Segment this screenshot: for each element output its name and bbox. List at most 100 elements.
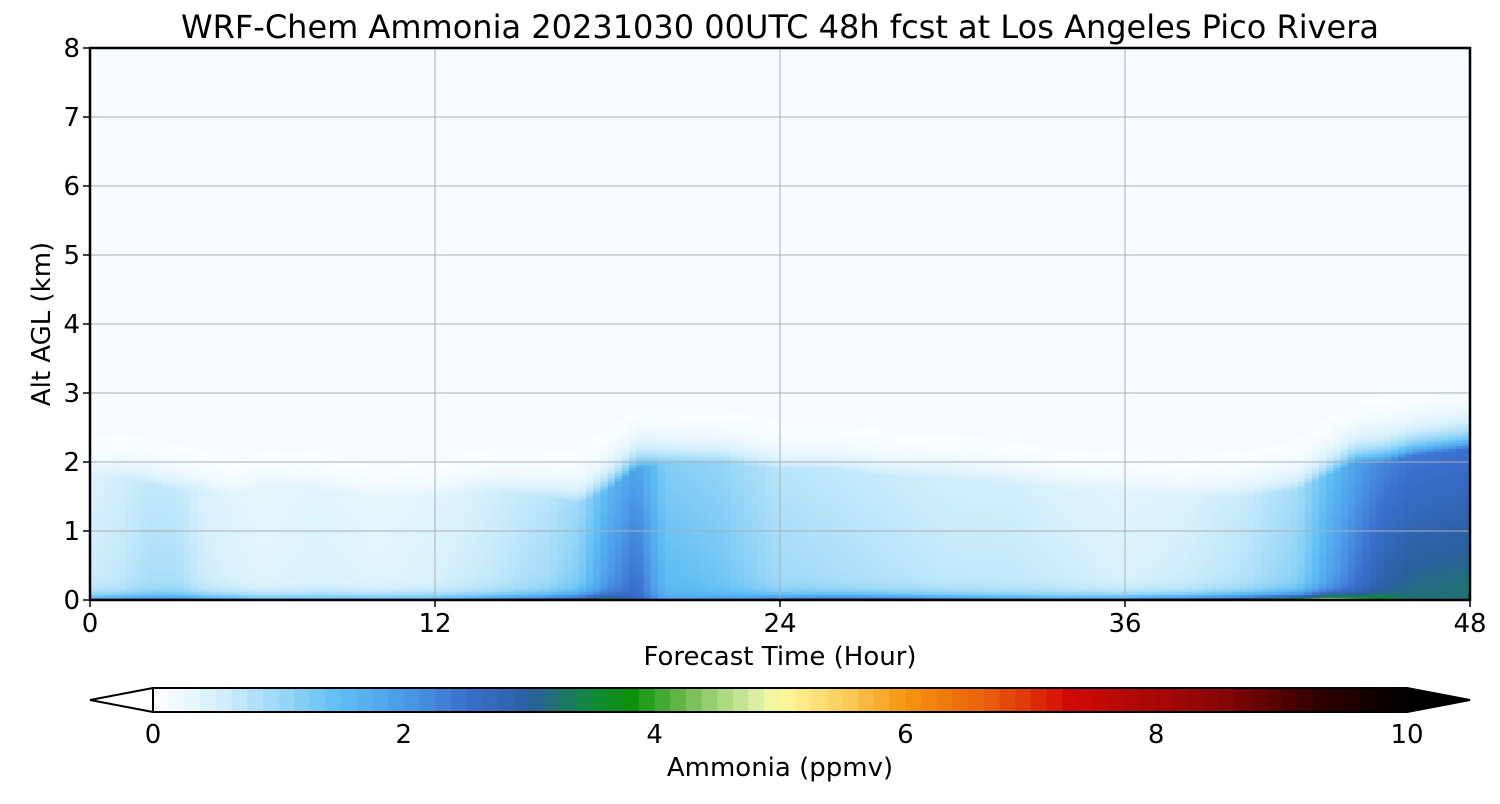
heatmap-cell <box>291 453 300 458</box>
heatmap-cell <box>521 456 530 460</box>
heatmap-cell <box>111 486 120 491</box>
heatmap-cell <box>355 586 364 590</box>
heatmap-cell <box>693 558 702 562</box>
heatmap-cell <box>722 536 731 540</box>
heatmap-cell <box>219 531 228 535</box>
heatmap-cell <box>693 437 702 441</box>
heatmap-cell <box>233 467 242 471</box>
heatmap-cell <box>578 511 587 516</box>
heatmap-cell <box>384 536 393 540</box>
heatmap-cell <box>435 555 443 560</box>
heatmap-cell <box>621 506 630 510</box>
heatmap-cell <box>514 503 522 507</box>
heatmap-cell <box>672 503 680 507</box>
heatmap-cell <box>291 489 300 493</box>
heatmap-cell <box>420 531 429 535</box>
heatmap-cell <box>643 588 652 593</box>
heatmap-cell <box>686 489 695 493</box>
heatmap-cell <box>312 577 321 582</box>
heatmap-cell <box>722 553 731 557</box>
heatmap-cell <box>269 453 278 458</box>
heatmap-cell <box>97 478 105 482</box>
heatmap-cell <box>255 586 264 590</box>
heatmap-cell <box>169 544 177 549</box>
heatmap-cell <box>463 456 472 460</box>
heatmap-cell <box>693 484 702 488</box>
heatmap-cell <box>485 486 494 491</box>
heatmap-cell <box>154 575 163 579</box>
heatmap-cell <box>650 481 659 485</box>
heatmap-cell <box>650 564 659 568</box>
heatmap-cell <box>291 597 300 600</box>
heatmap-cell <box>607 497 616 502</box>
heatmap-cell <box>334 544 343 549</box>
heatmap-cell <box>514 583 522 587</box>
heatmap-cell <box>470 536 479 540</box>
heatmap-cell <box>679 423 688 427</box>
heatmap-cell <box>643 533 652 538</box>
heatmap-cell <box>327 550 335 554</box>
heatmap-cell <box>571 456 580 460</box>
heatmap-cell <box>104 508 113 513</box>
heatmap-cell <box>528 542 537 546</box>
heatmap-cell <box>327 544 335 549</box>
heatmap-cell <box>686 412 695 416</box>
heatmap-cell <box>636 431 645 435</box>
heatmap-cell <box>90 464 98 469</box>
heatmap-cell <box>125 506 134 510</box>
heatmap-cell <box>564 489 573 493</box>
heatmap-cell <box>657 459 666 463</box>
heatmap-cell <box>643 591 652 596</box>
heatmap-cell <box>650 575 659 579</box>
heatmap-cell <box>276 459 285 463</box>
heatmap-cell <box>657 558 666 562</box>
heatmap-cell <box>176 555 185 560</box>
heatmap-cell <box>578 591 587 596</box>
heatmap-cell <box>449 522 458 527</box>
heatmap-cell <box>147 558 156 562</box>
heatmap-cell <box>672 519 680 524</box>
heatmap-cell <box>621 564 630 568</box>
heatmap-cell <box>542 508 551 513</box>
heatmap-cell <box>363 508 371 513</box>
heatmap-cell <box>478 519 486 524</box>
heatmap-cell <box>564 575 573 579</box>
heatmap-cell <box>276 481 285 485</box>
heatmap-cell <box>463 486 472 491</box>
heatmap-cell <box>571 533 580 538</box>
heatmap-cell <box>463 555 472 560</box>
heatmap-cell <box>262 462 271 466</box>
heatmap-cell <box>636 473 645 477</box>
heatmap-cell <box>363 489 371 493</box>
heatmap-cell <box>355 577 364 582</box>
heatmap-cell <box>197 470 206 474</box>
heatmap-cell <box>442 470 450 474</box>
heatmap-cell <box>593 489 601 493</box>
heatmap-cell <box>104 470 113 474</box>
heatmap-cell <box>672 577 680 582</box>
heatmap-cell <box>205 588 213 593</box>
heatmap-cell <box>679 588 688 593</box>
heatmap-cell <box>700 412 709 416</box>
heatmap-cell <box>384 517 393 521</box>
heatmap-cell <box>463 558 472 562</box>
heatmap-cell <box>585 473 594 477</box>
heatmap-cell <box>118 511 127 516</box>
heatmap-cell <box>355 558 364 562</box>
heatmap-cell <box>492 542 501 546</box>
heatmap-cell <box>485 453 494 458</box>
heatmap-cell <box>320 561 328 565</box>
heatmap-cell <box>298 542 307 546</box>
heatmap-cell <box>665 417 673 422</box>
heatmap-cell <box>478 566 486 571</box>
heatmap-cell <box>298 561 307 565</box>
heatmap-cell <box>197 583 206 587</box>
heatmap-cell <box>377 583 386 587</box>
heatmap-cell <box>657 417 666 422</box>
heatmap-cell <box>269 489 278 493</box>
heatmap-cell <box>169 475 177 480</box>
heatmap-cell <box>233 542 242 546</box>
heatmap-cell <box>291 462 300 466</box>
heatmap-cell <box>183 464 192 469</box>
heatmap-cell <box>564 508 573 513</box>
